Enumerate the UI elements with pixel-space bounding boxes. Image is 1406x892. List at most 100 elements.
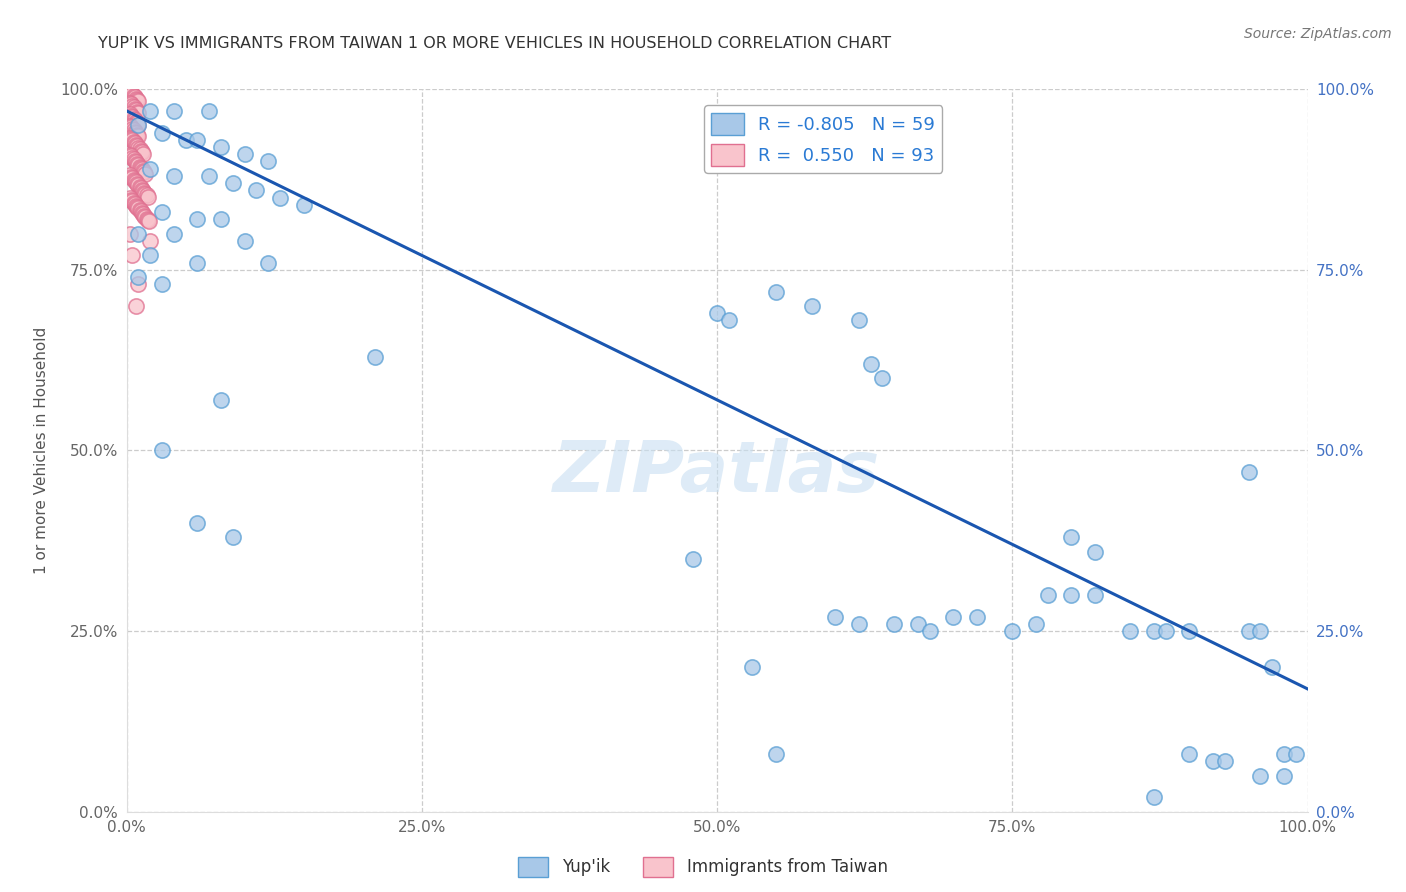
Point [824, 609, 846, 624]
Point [1143, 790, 1166, 805]
Point [127, 128, 149, 142]
Point [186, 255, 208, 269]
Point [222, 176, 245, 190]
Point [120, 97, 142, 112]
Point [139, 234, 162, 248]
Point [121, 194, 143, 209]
Point [741, 660, 763, 674]
Point [848, 313, 870, 327]
Point [122, 100, 145, 114]
Point [1084, 544, 1107, 558]
Point [122, 172, 145, 186]
Point [859, 357, 882, 371]
Point [245, 183, 267, 197]
Point [121, 151, 143, 165]
Point [134, 186, 156, 201]
Point [128, 160, 150, 174]
Point [122, 123, 145, 137]
Point [139, 103, 162, 118]
Point [135, 188, 157, 202]
Point [150, 277, 173, 292]
Point [132, 164, 155, 178]
Point [139, 248, 162, 262]
Point [120, 84, 142, 98]
Point [132, 146, 155, 161]
Point [120, 149, 142, 163]
Point [120, 120, 142, 135]
Point [121, 171, 143, 186]
Point [124, 113, 146, 128]
Point [124, 90, 146, 104]
Point [198, 169, 221, 183]
Point [127, 104, 149, 119]
Point [1261, 660, 1284, 674]
Point [127, 178, 149, 193]
Point [124, 174, 146, 188]
Point [1249, 624, 1271, 639]
Point [1285, 747, 1308, 761]
Point [363, 350, 385, 364]
Point [127, 277, 149, 292]
Point [198, 103, 221, 118]
Point [1060, 530, 1083, 544]
Point [132, 207, 155, 221]
Point [1036, 588, 1059, 602]
Point [127, 158, 149, 172]
Point [134, 186, 156, 200]
Point [129, 204, 152, 219]
Point [682, 551, 704, 566]
Point [163, 169, 186, 183]
Point [1154, 624, 1177, 639]
Point [127, 227, 149, 241]
Point [120, 169, 142, 184]
Point [128, 142, 150, 156]
Text: Source: ZipAtlas.com: Source: ZipAtlas.com [1244, 27, 1392, 41]
Text: ZIPatlas: ZIPatlas [554, 438, 880, 507]
Point [128, 202, 150, 217]
Point [127, 139, 149, 153]
Point [1001, 624, 1024, 639]
Point [209, 212, 232, 227]
Point [1202, 754, 1225, 768]
Point [128, 179, 150, 194]
Point [1213, 754, 1236, 768]
Point [121, 99, 143, 113]
Legend: Yup'ik, Immigrants from Taiwan: Yup'ik, Immigrants from Taiwan [512, 850, 894, 884]
Point [1084, 588, 1107, 602]
Point [120, 109, 142, 123]
Point [125, 175, 148, 189]
Point [120, 191, 142, 205]
Point [120, 130, 142, 145]
Point [222, 530, 245, 544]
Point [127, 270, 149, 285]
Point [121, 122, 143, 136]
Point [292, 198, 315, 212]
Point [121, 111, 143, 125]
Point [150, 443, 173, 458]
Point [124, 153, 146, 168]
Point [186, 133, 208, 147]
Point [848, 616, 870, 631]
Point [120, 193, 142, 207]
Point [121, 248, 143, 262]
Point [120, 168, 142, 182]
Point [257, 255, 280, 269]
Point [120, 107, 142, 121]
Point [124, 197, 146, 211]
Point [233, 234, 256, 248]
Point [269, 191, 291, 205]
Point [150, 205, 173, 219]
Point [186, 212, 208, 227]
Point [125, 155, 148, 169]
Point [186, 516, 208, 530]
Point [150, 126, 173, 140]
Point [1272, 769, 1295, 783]
Point [132, 184, 155, 198]
Point [1237, 465, 1260, 479]
Point [907, 616, 929, 631]
Point [138, 214, 160, 228]
Point [717, 313, 740, 327]
Point [124, 125, 146, 139]
Point [765, 747, 787, 761]
Legend: R = -0.805   N = 59, R =  0.550   N = 93: R = -0.805 N = 59, R = 0.550 N = 93 [704, 105, 942, 173]
